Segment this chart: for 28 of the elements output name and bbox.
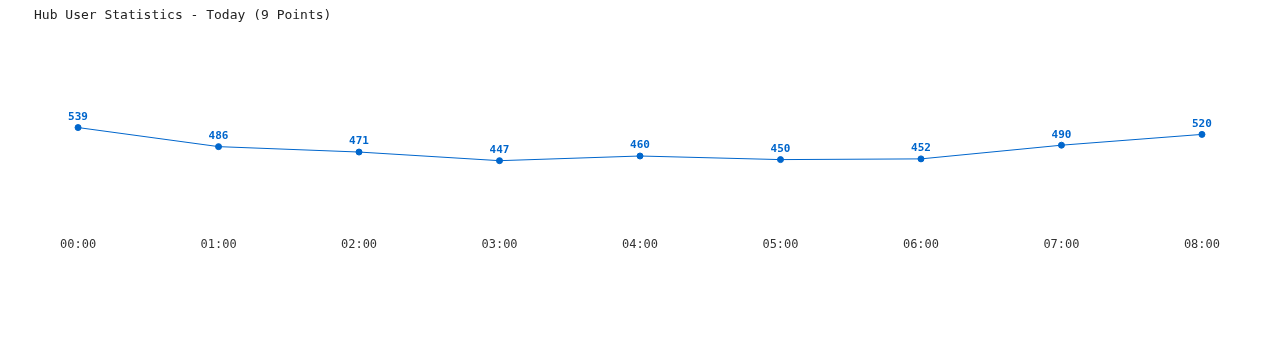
point	[917, 155, 925, 163]
point	[215, 143, 223, 151]
data-label: 539	[68, 109, 88, 123]
data-label: 471	[349, 134, 370, 148]
x-tick-label: 02:00	[340, 236, 378, 251]
data-label: 486	[208, 129, 229, 142]
point	[1057, 141, 1065, 149]
x-tick-label: 08:00	[1183, 236, 1220, 251]
point	[1198, 130, 1206, 138]
point	[74, 124, 82, 132]
data-label: 450	[770, 141, 791, 155]
point	[776, 156, 784, 164]
x-tick-label: 03:00	[481, 236, 518, 251]
x-tick-label: 05:00	[762, 236, 799, 251]
point	[355, 148, 363, 156]
x-tick-label: 04:00	[621, 236, 659, 251]
data-label: 520	[1192, 116, 1212, 130]
chart-title: Hub User Statistics - Today (9 Points)	[34, 7, 332, 23]
data-label: 452	[911, 141, 931, 155]
point	[636, 152, 644, 160]
x-tick-label: 07:00	[1043, 236, 1080, 251]
x-tick-label: 06:00	[902, 236, 940, 251]
data-label: 490	[1051, 127, 1072, 141]
x-tick-label: 00:00	[60, 236, 97, 251]
point	[496, 157, 504, 165]
data-label: 447	[489, 143, 510, 157]
data-label: 460	[630, 138, 650, 152]
x-tick-label: 01:00	[200, 236, 237, 251]
